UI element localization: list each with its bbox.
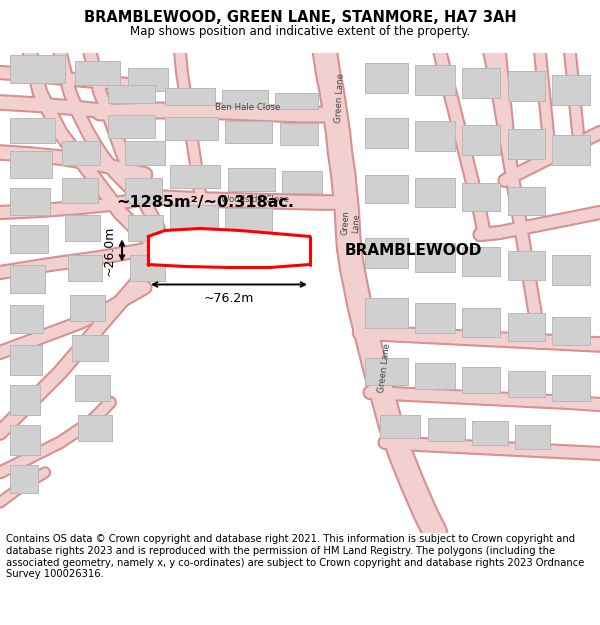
Text: Green
Lane: Green Lane	[341, 210, 361, 235]
Polygon shape	[508, 371, 545, 396]
Polygon shape	[508, 312, 545, 341]
Polygon shape	[10, 424, 40, 454]
Polygon shape	[75, 374, 110, 401]
Polygon shape	[428, 418, 465, 441]
Polygon shape	[508, 251, 545, 279]
Polygon shape	[462, 124, 500, 154]
Polygon shape	[380, 414, 420, 437]
Text: ~76.2m: ~76.2m	[204, 292, 254, 306]
Text: BRAMBLEWOOD: BRAMBLEWOOD	[345, 243, 482, 258]
Polygon shape	[462, 246, 500, 276]
Polygon shape	[228, 168, 275, 191]
Polygon shape	[10, 384, 40, 414]
Polygon shape	[108, 84, 155, 102]
Polygon shape	[462, 182, 500, 211]
Polygon shape	[130, 254, 165, 281]
Polygon shape	[552, 374, 590, 401]
Polygon shape	[552, 134, 590, 164]
Polygon shape	[10, 118, 55, 142]
Polygon shape	[280, 122, 318, 144]
Polygon shape	[415, 242, 455, 271]
Polygon shape	[125, 177, 162, 202]
Text: Green Lane: Green Lane	[334, 72, 346, 122]
Text: Contains OS data © Crown copyright and database right 2021. This information is : Contains OS data © Crown copyright and d…	[6, 534, 584, 579]
Polygon shape	[365, 238, 408, 268]
Polygon shape	[225, 121, 272, 142]
Text: ~1285m²/~0.318ac.: ~1285m²/~0.318ac.	[116, 196, 294, 211]
Text: ~26.0m: ~26.0m	[103, 225, 116, 276]
Polygon shape	[282, 171, 322, 192]
Polygon shape	[65, 214, 100, 241]
Polygon shape	[415, 64, 455, 94]
Polygon shape	[462, 68, 500, 98]
Polygon shape	[70, 294, 105, 321]
Polygon shape	[68, 254, 102, 281]
Text: Green Lane: Green Lane	[377, 342, 392, 392]
Polygon shape	[365, 62, 408, 92]
Polygon shape	[128, 68, 168, 91]
Polygon shape	[165, 88, 215, 104]
Polygon shape	[415, 177, 455, 206]
Polygon shape	[415, 362, 455, 389]
Polygon shape	[508, 129, 545, 159]
Polygon shape	[275, 92, 318, 109]
Polygon shape	[462, 366, 500, 392]
Polygon shape	[508, 186, 545, 214]
Polygon shape	[148, 229, 310, 269]
Polygon shape	[508, 71, 545, 101]
Polygon shape	[10, 264, 45, 292]
Polygon shape	[165, 116, 218, 139]
Text: BRAMBLEWOOD, GREEN LANE, STANMORE, HA7 3AH: BRAMBLEWOOD, GREEN LANE, STANMORE, HA7 3…	[83, 11, 517, 26]
Polygon shape	[72, 334, 108, 361]
Polygon shape	[10, 151, 52, 178]
Polygon shape	[552, 254, 590, 284]
Polygon shape	[10, 224, 48, 253]
Polygon shape	[78, 414, 112, 441]
Polygon shape	[552, 74, 590, 104]
Polygon shape	[10, 304, 43, 332]
Polygon shape	[472, 421, 508, 444]
Polygon shape	[415, 302, 455, 332]
Polygon shape	[62, 177, 98, 202]
Polygon shape	[128, 214, 163, 241]
Polygon shape	[225, 208, 272, 231]
Polygon shape	[125, 141, 165, 164]
Polygon shape	[10, 464, 38, 492]
Polygon shape	[415, 121, 455, 151]
Polygon shape	[108, 114, 155, 138]
Text: Woodside Close: Woodside Close	[221, 195, 289, 204]
Polygon shape	[365, 357, 408, 384]
Polygon shape	[365, 174, 408, 203]
Polygon shape	[552, 316, 590, 344]
Polygon shape	[170, 204, 218, 228]
Polygon shape	[10, 188, 50, 214]
Polygon shape	[222, 89, 268, 106]
Polygon shape	[75, 61, 120, 84]
Text: Ben Hale Close: Ben Hale Close	[215, 103, 281, 112]
Text: Map shows position and indicative extent of the property.: Map shows position and indicative extent…	[130, 25, 470, 38]
Polygon shape	[62, 141, 100, 164]
Polygon shape	[365, 118, 408, 148]
Polygon shape	[462, 308, 500, 336]
Polygon shape	[10, 54, 65, 82]
Polygon shape	[365, 298, 408, 328]
Polygon shape	[515, 424, 550, 449]
Polygon shape	[10, 344, 42, 374]
Polygon shape	[170, 164, 220, 188]
